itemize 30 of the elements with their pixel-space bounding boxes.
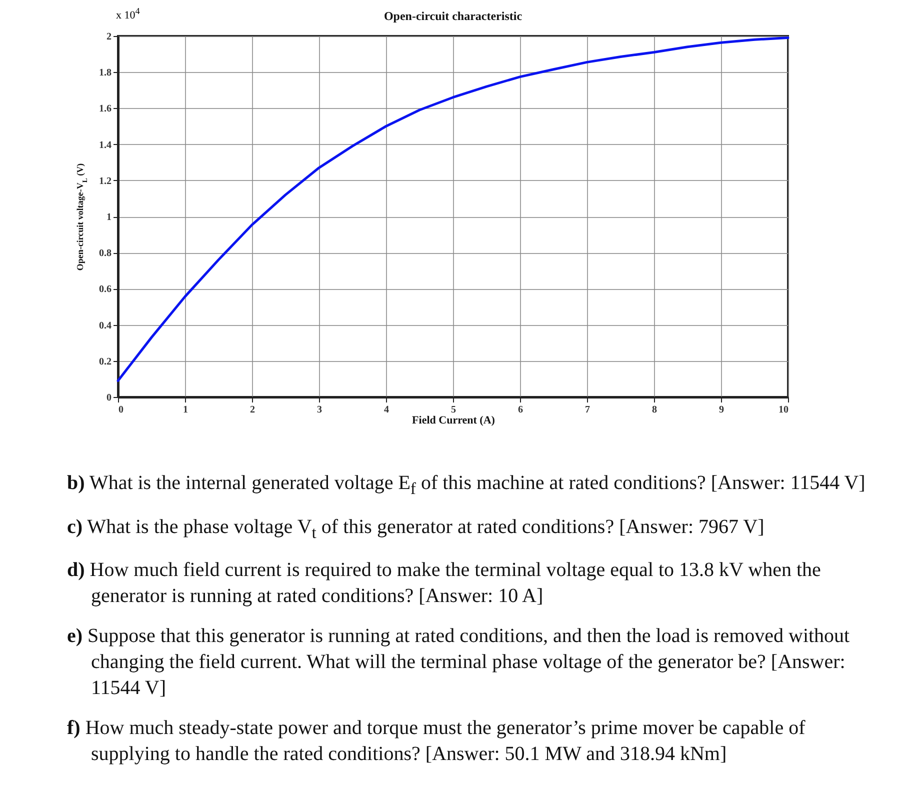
x-tick-label: 6 <box>518 404 523 416</box>
y-tick-label: 0.4 <box>99 320 112 332</box>
text: b) What is the internal generated voltage E$_{f}$ of this machine at rated conditions? [Answer: 11544 V] <box>67 471 866 500</box>
x-tick-label: 7 <box>585 404 590 416</box>
text: d) How much field current is required to make the terminal voltage equal to 13.8 kV when the generator is running at rated conditions? [Answer: 10 A] <box>67 558 822 610</box>
y-tick-label: 1.2 <box>99 176 112 187</box>
x-tick-label: 10 <box>778 404 788 416</box>
x-tick-label: 2 <box>250 404 255 416</box>
x-tick-label: 9 <box>719 404 724 416</box>
x-tick-label: 4 <box>384 404 389 416</box>
y-tick-label: 1.8 <box>99 68 112 79</box>
x-axis-title: Field Current (A) <box>412 414 496 426</box>
text: f) How much steady-state power and torque must the generator’s prime mover be capable of supplying to handle the rated conditions? [Answer: 50.1 MW and 318.94 kNm] <box>67 716 806 768</box>
text: x 10$^{4}$ <box>116 6 140 22</box>
y-tick-label: 0.8 <box>99 248 112 260</box>
x-tick-label: 5 <box>451 404 456 416</box>
x-tick-label: 3 <box>317 404 322 416</box>
text: e) Suppose that this generator is running at rated conditions, and then the load is removed without changing the field current. What will the terminal phase voltage of the generator be? [Answer: 11544 V] <box>67 624 851 702</box>
x-tick-label: 1 <box>183 404 188 416</box>
y-tick-label: 0 <box>106 392 112 404</box>
y-tick-label: 1.6 <box>99 104 112 115</box>
y-tick-label: 2 <box>106 32 112 42</box>
y-tick-label: 1.4 <box>99 140 112 151</box>
chart-title: Open-circuit characteristic <box>384 9 523 23</box>
x-tick-label: 0 <box>118 404 124 416</box>
x-tick-label: 8 <box>652 404 657 416</box>
y-tick-label: 1 <box>106 212 112 223</box>
text: c) What is the phase voltage V$_{t}$ of this generator at rated conditions? [Answer: 7967 V] <box>67 514 766 544</box>
y-tick-label: 0.6 <box>99 284 112 296</box>
y-tick-label: 0.2 <box>99 356 112 368</box>
